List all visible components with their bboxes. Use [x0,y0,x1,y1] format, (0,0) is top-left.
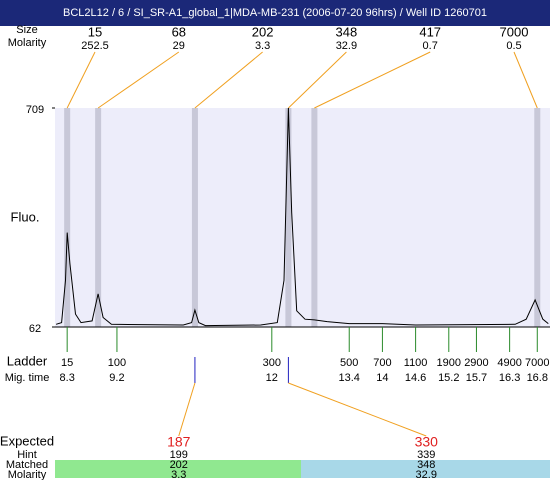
matched-value: 348 [417,459,435,471]
mig-time: 15.2 [438,372,459,384]
mig-time: 16.8 [527,372,548,384]
ladder-label: Ladder [7,353,48,368]
ladder-size: 500 [340,357,358,369]
peak-molarity: 0.5 [506,40,521,52]
peak-band [95,108,102,327]
peak-molarity: 3.3 [255,40,270,52]
mig-time: 8.3 [60,372,75,384]
peak-connector [66,51,96,109]
hint-value: 199 [170,449,188,461]
peak-band [191,108,198,327]
expected-molarity-label: Molarity [8,469,47,480]
size-label: Size [16,24,37,36]
expected-value: 330 [415,434,439,450]
peak-size: 348 [336,24,358,39]
peak-connector [513,51,538,109]
y-axis-label: Fluo. [11,209,40,224]
mig-time: 13.4 [339,372,360,384]
ladder-size: 15 [61,357,73,369]
peak-band [285,108,292,327]
y-tick-label: 709 [26,104,44,116]
expected-value: 187 [167,434,191,450]
ladder-size: 4900 [497,357,521,369]
matched-label: Matched [6,459,48,471]
peak-size: 417 [419,24,441,39]
ladder-size: 700 [373,357,391,369]
peak-connector [194,51,263,109]
mig-time: 15.7 [466,372,487,384]
expected-label: Expected [0,433,54,448]
peak-connector [314,51,431,109]
peak-molarity: 0.7 [423,40,438,52]
peak-band [64,108,71,327]
expected-molarity: 3.3 [171,469,186,480]
peak-size: 68 [172,24,186,39]
trace [55,107,549,327]
mig-time: 14.6 [405,372,426,384]
peak-band [311,108,318,327]
ladder-size: 1900 [437,357,461,369]
y-tick-label: 62 [29,323,41,335]
mig-time: 14 [376,372,388,384]
peak-molarity: 32.9 [336,40,357,52]
ladder-size: 300 [263,357,281,369]
ladder-size: 2900 [464,357,488,369]
matched-bg-right [301,460,550,478]
peak-size: 7000 [500,24,529,39]
hint-value: 339 [417,449,435,461]
peak-molarity: 29 [173,40,185,52]
peak-size: 202 [252,24,274,39]
plot-area [55,108,550,327]
expected-connector [288,382,427,437]
mig-time: 12 [266,372,278,384]
matched-bg-left [55,460,301,478]
expected-connector [178,382,196,437]
expected-molarity: 32.9 [416,469,437,480]
ladder-size: 100 [108,357,126,369]
matched-value: 202 [170,459,188,471]
chart-title: BCL2L12 / 6 / SI_SR-A1_global_1|MDA-MB-2… [63,7,487,19]
peak-molarity: 252.5 [81,40,109,52]
peak-size: 15 [88,24,102,39]
peak-connector [97,51,180,109]
peak-connector [288,51,347,109]
mig-time: 9.2 [109,372,124,384]
hint-label: Hint [17,449,37,461]
peak-band [534,108,541,327]
ladder-size: 1100 [404,357,428,369]
mig-time-label: Mig. time [5,372,50,384]
header-bar [0,0,550,26]
mig-time: 16.3 [499,372,520,384]
ladder-size: 7000 [525,357,549,369]
molarity-label: Molarity [8,37,47,49]
